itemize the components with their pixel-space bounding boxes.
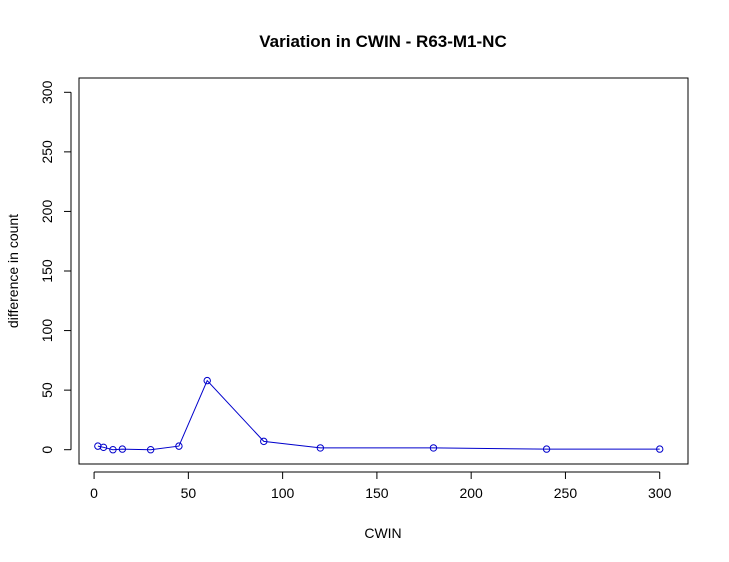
y-axis-label: difference in count [5, 214, 21, 328]
x-axis: 0 50 100 150 200 250 300 [90, 471, 672, 501]
series-line [97, 379, 660, 451]
y-tick-label: 50 [39, 382, 55, 398]
y-axis: 0 50 100 150 200 250 300 [39, 80, 72, 454]
x-tick-label: 200 [459, 485, 483, 501]
x-tick-label: 250 [554, 485, 578, 501]
plot-frame [78, 77, 689, 465]
y-tick-label: 100 [39, 319, 55, 343]
y-tick-label: 200 [39, 200, 55, 224]
data-point [94, 442, 102, 450]
x-tick-label: 0 [90, 485, 98, 501]
data-point [109, 446, 117, 454]
data-point [316, 444, 325, 452]
data-point [118, 445, 127, 453]
data-point [656, 445, 664, 453]
x-axis-label: CWIN [364, 525, 401, 541]
data-point [99, 443, 108, 452]
data-point [542, 445, 551, 453]
data-point [260, 437, 268, 446]
x-tick-label: 100 [271, 485, 295, 501]
y-tick-label: 150 [39, 259, 55, 283]
data-point [203, 376, 211, 385]
data-point [175, 442, 183, 450]
series-group [94, 376, 664, 454]
data-point [146, 446, 155, 454]
y-tick-label: 250 [39, 140, 55, 164]
chart-title: Variation in CWIN - R63-M1-NC [259, 32, 506, 51]
x-tick-label: 50 [181, 485, 197, 501]
x-tick-label: 150 [365, 485, 389, 501]
y-tick-label: 300 [39, 80, 55, 104]
x-tick-label: 300 [648, 485, 672, 501]
data-point [429, 444, 438, 452]
y-tick-label: 0 [39, 446, 55, 454]
